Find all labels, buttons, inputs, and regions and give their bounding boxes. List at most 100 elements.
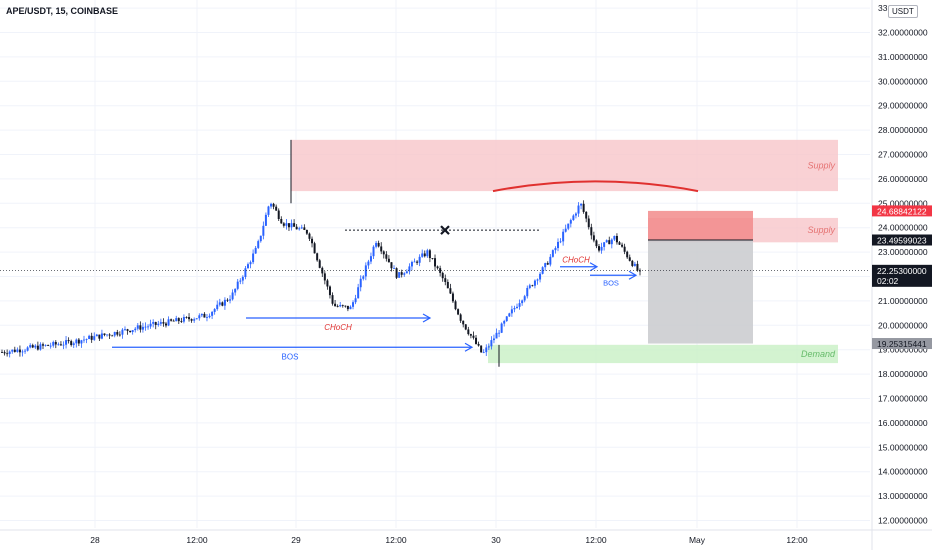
candle-body xyxy=(121,329,124,335)
candle xyxy=(254,246,257,254)
candle-body xyxy=(336,306,339,308)
candle xyxy=(567,223,570,231)
candle-body xyxy=(77,339,80,344)
candle xyxy=(298,226,301,231)
candle xyxy=(636,260,639,272)
candle-body xyxy=(29,345,32,348)
candle xyxy=(24,348,27,354)
candle xyxy=(446,279,449,289)
candle xyxy=(559,238,562,244)
candle-body xyxy=(357,287,360,299)
candle xyxy=(626,250,629,259)
candle-body xyxy=(41,344,44,346)
candle-body xyxy=(395,268,398,278)
candle xyxy=(357,283,360,299)
demand-zone-label: Demand xyxy=(801,349,836,359)
candle-body xyxy=(49,345,52,347)
candle-body xyxy=(259,235,262,242)
candle xyxy=(13,346,16,353)
candle xyxy=(11,349,14,354)
price-axis: 12.00000000 13.00000000 14.00000000 15.0000… xyxy=(871,0,932,550)
candle-body xyxy=(457,309,460,315)
candle xyxy=(469,333,472,339)
candle xyxy=(18,345,21,357)
candle-body xyxy=(467,329,470,335)
candle xyxy=(67,337,70,344)
bos-label-2: BOS xyxy=(603,278,619,287)
candle-body xyxy=(598,246,601,251)
candle xyxy=(39,342,42,351)
candle-body xyxy=(557,241,560,249)
candle-body xyxy=(628,257,631,261)
candle xyxy=(139,321,142,333)
candle xyxy=(221,301,224,307)
candle xyxy=(244,265,247,280)
candle xyxy=(331,292,334,306)
candle xyxy=(413,258,416,263)
candle-body xyxy=(513,308,516,310)
candle-body xyxy=(241,276,244,281)
candle-body xyxy=(141,326,144,330)
candle-body xyxy=(631,260,634,266)
candle xyxy=(336,304,339,308)
price-label: 24.68842122 xyxy=(877,206,927,216)
candle xyxy=(621,242,624,248)
y-tick-label: 30.00000000 xyxy=(878,76,928,86)
candle-body xyxy=(244,268,247,277)
grid-lines xyxy=(0,0,870,528)
y-tick-label: 29.00000000 xyxy=(878,101,928,111)
candle-body xyxy=(326,280,329,287)
candle xyxy=(175,315,178,322)
candle-body xyxy=(526,287,529,297)
candle xyxy=(403,272,406,277)
y-tick-label: 14.00000000 xyxy=(878,467,928,477)
candle-body xyxy=(603,242,606,247)
candle-body xyxy=(551,250,554,257)
candle xyxy=(528,283,531,290)
candle xyxy=(613,235,616,241)
candle-body xyxy=(341,304,344,306)
candle-body xyxy=(164,323,167,326)
candle xyxy=(377,240,380,248)
candle-body xyxy=(154,322,157,325)
candle-body xyxy=(316,253,319,261)
candle xyxy=(239,278,242,285)
candle xyxy=(106,334,109,337)
candle-body xyxy=(116,332,119,335)
candle-body xyxy=(393,268,396,269)
candle xyxy=(82,335,85,343)
candle xyxy=(321,266,324,277)
candle xyxy=(449,283,452,295)
x-tick-label: 12:00 xyxy=(385,535,407,545)
candle xyxy=(141,322,144,333)
candle-body xyxy=(205,317,208,318)
y-tick-label: 31.00000000 xyxy=(878,52,928,62)
candle xyxy=(293,219,296,227)
candle-body xyxy=(449,288,452,294)
candle-body xyxy=(252,253,255,263)
candle xyxy=(595,239,598,249)
candle xyxy=(126,328,129,335)
candle-body xyxy=(344,305,347,307)
candle-body xyxy=(446,281,449,289)
candle-body xyxy=(180,321,183,322)
candle xyxy=(157,320,160,327)
candle xyxy=(362,275,365,281)
candle-body xyxy=(505,316,508,322)
candle-body xyxy=(585,211,588,219)
candle xyxy=(582,200,585,214)
candle-body xyxy=(162,322,165,324)
countdown-label: 02:02 xyxy=(877,276,899,286)
candle-body xyxy=(413,261,416,263)
candle xyxy=(385,251,388,262)
candle xyxy=(131,329,134,335)
candle xyxy=(367,259,370,269)
currency-selector[interactable]: USDT xyxy=(888,5,918,18)
candle xyxy=(193,317,196,323)
candle xyxy=(516,303,519,309)
candle xyxy=(421,249,424,258)
candle xyxy=(326,278,329,290)
candle-body xyxy=(70,341,73,346)
